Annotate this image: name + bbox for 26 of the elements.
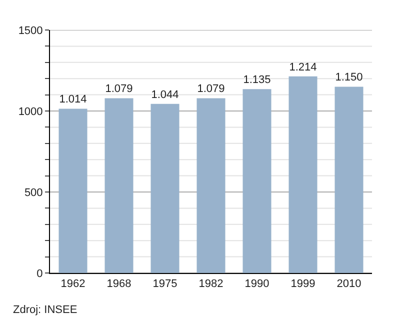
bar bbox=[58, 108, 88, 273]
x-tick-label: 1975 bbox=[152, 278, 178, 290]
data-label: 1.044 bbox=[151, 88, 179, 101]
x-tick-label: 1982 bbox=[198, 278, 224, 290]
text: Zdroj: INSEE bbox=[13, 304, 78, 316]
bar bbox=[242, 89, 272, 273]
x-tick-label: 1962 bbox=[60, 278, 86, 290]
y-tick-label: 1500 bbox=[18, 24, 43, 37]
data-label: 1.135 bbox=[243, 74, 271, 86]
x-tick-label: 1990 bbox=[244, 278, 270, 290]
data-label: 1.150 bbox=[335, 72, 363, 84]
x-tick-label: 1968 bbox=[106, 278, 132, 290]
bar bbox=[150, 104, 180, 273]
x-tick-label: 1999 bbox=[290, 278, 316, 290]
data-label: 1.214 bbox=[289, 61, 317, 74]
y-tick-label: 1000 bbox=[18, 106, 43, 118]
y-tick-label: 500 bbox=[24, 186, 43, 199]
data-label: 1.079 bbox=[105, 83, 133, 96]
data-label: 1.014 bbox=[59, 94, 87, 106]
y-tick-label: 0 bbox=[36, 268, 43, 280]
bar bbox=[288, 76, 318, 273]
x-tick-label: 2010 bbox=[336, 278, 362, 290]
data-label: 1.079 bbox=[197, 83, 225, 96]
bar bbox=[334, 86, 364, 273]
bar bbox=[104, 98, 134, 273]
bar bbox=[196, 98, 226, 273]
